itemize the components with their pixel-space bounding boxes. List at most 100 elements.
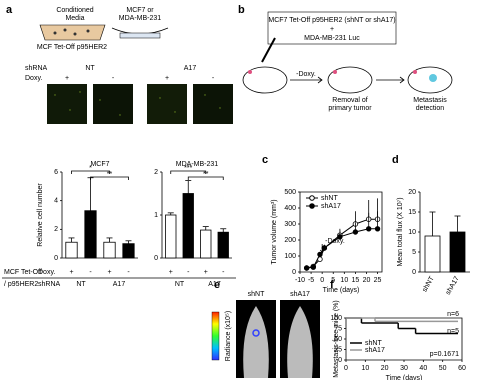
- legend-marker: [309, 203, 315, 209]
- y-tick-label: 300: [284, 221, 296, 228]
- legend-label: shA17: [321, 203, 341, 210]
- group-label: NT: [85, 65, 95, 72]
- bar: [182, 193, 194, 259]
- y-tick-label: 0: [292, 269, 296, 276]
- y-tick-label: 15: [408, 209, 416, 216]
- annotation: p=0.1671: [430, 351, 459, 358]
- legend-label: shNT: [321, 195, 338, 202]
- schematic-b: MCF7 Tet-Off p95HER2 (shNT or shA17) + M…: [242, 11, 453, 112]
- image-label: shNT: [248, 291, 265, 298]
- legend-label: shNT: [365, 340, 382, 347]
- y-tick-label: 4: [54, 198, 58, 205]
- x-tick-label: shA17: [445, 275, 461, 296]
- condition-table: MCF Tet-Off / p95HER2 Doxy. shRNA: [2, 269, 236, 288]
- annotation: n=5: [447, 328, 459, 335]
- schematic-text: MCF7 Tet-Off p95HER2 (shNT or shA17): [268, 17, 395, 24]
- y-tick-label: 2: [54, 226, 58, 233]
- marker: [337, 234, 343, 240]
- bracket: [187, 176, 224, 180]
- marker: [310, 264, 316, 270]
- x-tick-label: -: [187, 269, 190, 276]
- x-axis-label: Time (days): [323, 287, 360, 294]
- y-axis-label: Mean total flux (X 10⁷): [397, 197, 404, 266]
- bracket: [71, 170, 110, 174]
- y-tick-label: 0: [338, 357, 342, 364]
- schematic-text: MDA-MB-231 Luc: [304, 35, 360, 42]
- panel-label: c: [262, 154, 268, 166]
- panel-label: a: [6, 4, 13, 16]
- x-tick-label: 30: [400, 365, 408, 372]
- x-tick-label: -: [89, 269, 92, 276]
- x-tick-label: 10: [361, 365, 369, 372]
- schematic-text: primary tumor: [328, 105, 372, 112]
- y-tick-label: 0: [54, 255, 58, 262]
- bar: [122, 243, 135, 259]
- x-tick-label: 60: [458, 365, 466, 372]
- x-tick-label: +: [69, 269, 73, 276]
- y-tick-label: 5: [412, 249, 416, 256]
- schematic-text: MCF Tet-Off p95HER2: [37, 44, 107, 51]
- schematic-text: -Doxy.: [296, 71, 316, 78]
- x-axis-label: Time (days): [386, 375, 423, 380]
- table-text: shRNA: [38, 281, 61, 288]
- sign: +: [165, 75, 169, 82]
- x-tick-label: 25: [374, 277, 382, 284]
- x-tick-label: -: [222, 269, 225, 276]
- y-tick-label: 2: [154, 169, 158, 176]
- y-tick-label: 500: [284, 189, 296, 196]
- x-tick-label: -10: [295, 277, 305, 284]
- bar: [449, 231, 466, 273]
- x-tick-label: 5: [331, 277, 335, 284]
- bar: [424, 235, 441, 273]
- bar: [165, 214, 177, 259]
- y-tick-label: 0: [154, 255, 158, 262]
- schematic-text: MCF7 or: [126, 7, 154, 14]
- sign: -: [112, 75, 115, 82]
- schematic-text: Media: [65, 15, 84, 22]
- y-tick-label: 200: [284, 237, 296, 244]
- x-tick-label: 40: [419, 365, 427, 372]
- x-tick-label: 10: [340, 277, 348, 284]
- x-tick-label: 0: [344, 365, 348, 372]
- y-axis-label: Relative cell number: [37, 183, 44, 247]
- annotation: n=6: [447, 311, 459, 318]
- colorbar-label: Radiance (x10⁵): [225, 311, 232, 361]
- annotation: *: [89, 165, 92, 172]
- marker: [303, 265, 310, 271]
- imaging: Radiance (x10⁵) shNT shA17: [211, 291, 320, 378]
- y-tick-label: 6: [54, 169, 58, 176]
- y-tick-label: 75: [334, 325, 342, 332]
- sign: +: [65, 75, 69, 82]
- microscopy: shRNA Doxy. NT A17 + - + -: [25, 65, 233, 124]
- y-tick-label: 25: [334, 346, 342, 353]
- x-tick-label: -: [127, 269, 130, 276]
- marker: [366, 226, 372, 232]
- x-tick-label: -5: [308, 277, 314, 284]
- y-tick-label: 400: [284, 205, 296, 212]
- x-tick-label: 20: [363, 277, 371, 284]
- row-label: Doxy.: [25, 75, 42, 82]
- x-tick-label: 0: [320, 277, 324, 284]
- schematic-text: MDA-MB-231: [119, 15, 162, 22]
- group-label: A17: [184, 65, 197, 72]
- y-tick-label: 10: [408, 229, 416, 236]
- y-axis-label: Tumor volume (mm³): [271, 199, 278, 264]
- bar: [65, 241, 78, 259]
- group-label: NT: [175, 281, 185, 288]
- group-label: NT: [76, 281, 86, 288]
- panel-label: f: [330, 279, 334, 291]
- row-label: shRNA: [25, 65, 48, 72]
- group-label: A17: [208, 281, 221, 288]
- table-text: MCF Tet-Off: [4, 269, 42, 276]
- y-tick-label: 50: [334, 336, 342, 343]
- bar: [84, 210, 97, 259]
- legend-label: shA17: [365, 347, 385, 354]
- annotation: -Doxy.: [325, 238, 345, 245]
- x-tick-label: shNT: [421, 275, 436, 294]
- schematic-text: Removal of: [332, 97, 367, 104]
- axis: [299, 191, 383, 273]
- y-tick-label: 1: [154, 212, 158, 219]
- y-tick-label: 100: [330, 315, 342, 322]
- bar: [103, 241, 116, 259]
